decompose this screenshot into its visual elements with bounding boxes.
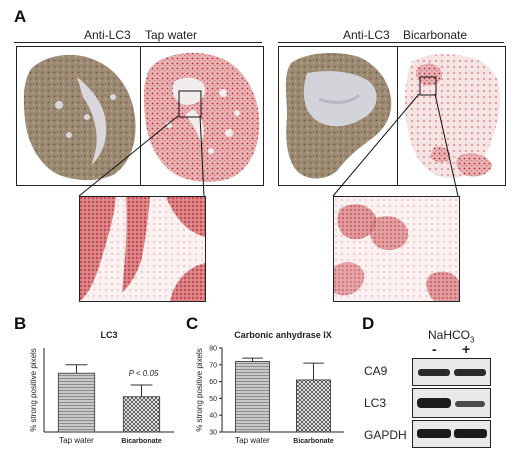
treatment-label: NaHCO3 [428,328,474,344]
x-tick-label: Bicarbonate [121,438,162,445]
panel-c-letter: C [186,314,199,333]
tap-water-zoom-box [178,90,202,118]
lc3-bar-chart: LC3 % strong positive pixels Tap water Bica… [29,330,174,445]
y-tick-label: 70 [209,362,217,369]
carbonic-anhydrase-bar-chart: Carbonic anhydrase IX % strong positive p… [195,330,344,445]
x-tick-label: Bicarbonate [293,438,334,445]
panel-a-left-condition-label: Tap water [145,28,198,42]
bar-tap-water [57,372,96,433]
y-axis-label: % strong positive pixels [195,348,204,432]
y-tick-label: 30 [209,430,217,437]
bicarbonate-brown-stain-image [278,46,398,186]
x-tick-label: Tap water [235,436,270,445]
lc3-blot [412,388,491,418]
bicarbonate-red-stain-image [397,46,506,186]
y-tick-label: 40 [209,413,217,420]
tap-water-brown-stain-image [16,46,141,186]
ca9-blot [412,358,491,386]
tap-water-red-stain-image [140,46,264,186]
panel-a-right-header-rule [278,42,504,43]
chart-title: Carbonic anhydrase IX [234,330,332,340]
gapdh-blot [412,420,491,448]
panel-a-left-stain-label: Anti-LC3 [84,28,131,42]
treatment-label-text: NaHCO [428,328,471,342]
tap-water-zoomed-inset [79,196,206,302]
panel-b-letter: B [14,314,27,333]
bar-bicarbonate [122,396,161,433]
panel-a-right-condition-label: Bicarbonate [403,28,468,42]
treatment-label-subscript: 3 [470,335,475,345]
significance-annotation: P < 0.05 [129,369,159,378]
lane-label-minus: - [432,341,437,357]
panel-a-left-header-rule [14,42,262,43]
chart-title: LC3 [100,330,117,340]
y-tick-label: 60 [209,379,217,386]
bar-tap-water [235,361,270,433]
blot-label-gapdh: GAPDH [364,428,407,442]
bicarbonate-zoom-box [419,76,437,96]
blot-label-lc3: LC3 [364,396,387,410]
blot-label-ca9: CA9 [364,364,388,378]
x-tick-label: Tap water [59,436,94,445]
panel-a-right-stain-label: Anti-LC3 [343,28,390,42]
panel-a-letter: A [14,7,27,26]
y-tick-label: 80 [209,346,217,353]
y-axis-label: % strong positive pixels [29,348,38,432]
bicarbonate-zoomed-inset [333,196,460,302]
panel-d-letter: D [362,314,375,333]
lane-label-plus: + [462,341,471,357]
y-tick-label: 50 [209,396,217,403]
bar-bicarbonate [296,379,331,433]
